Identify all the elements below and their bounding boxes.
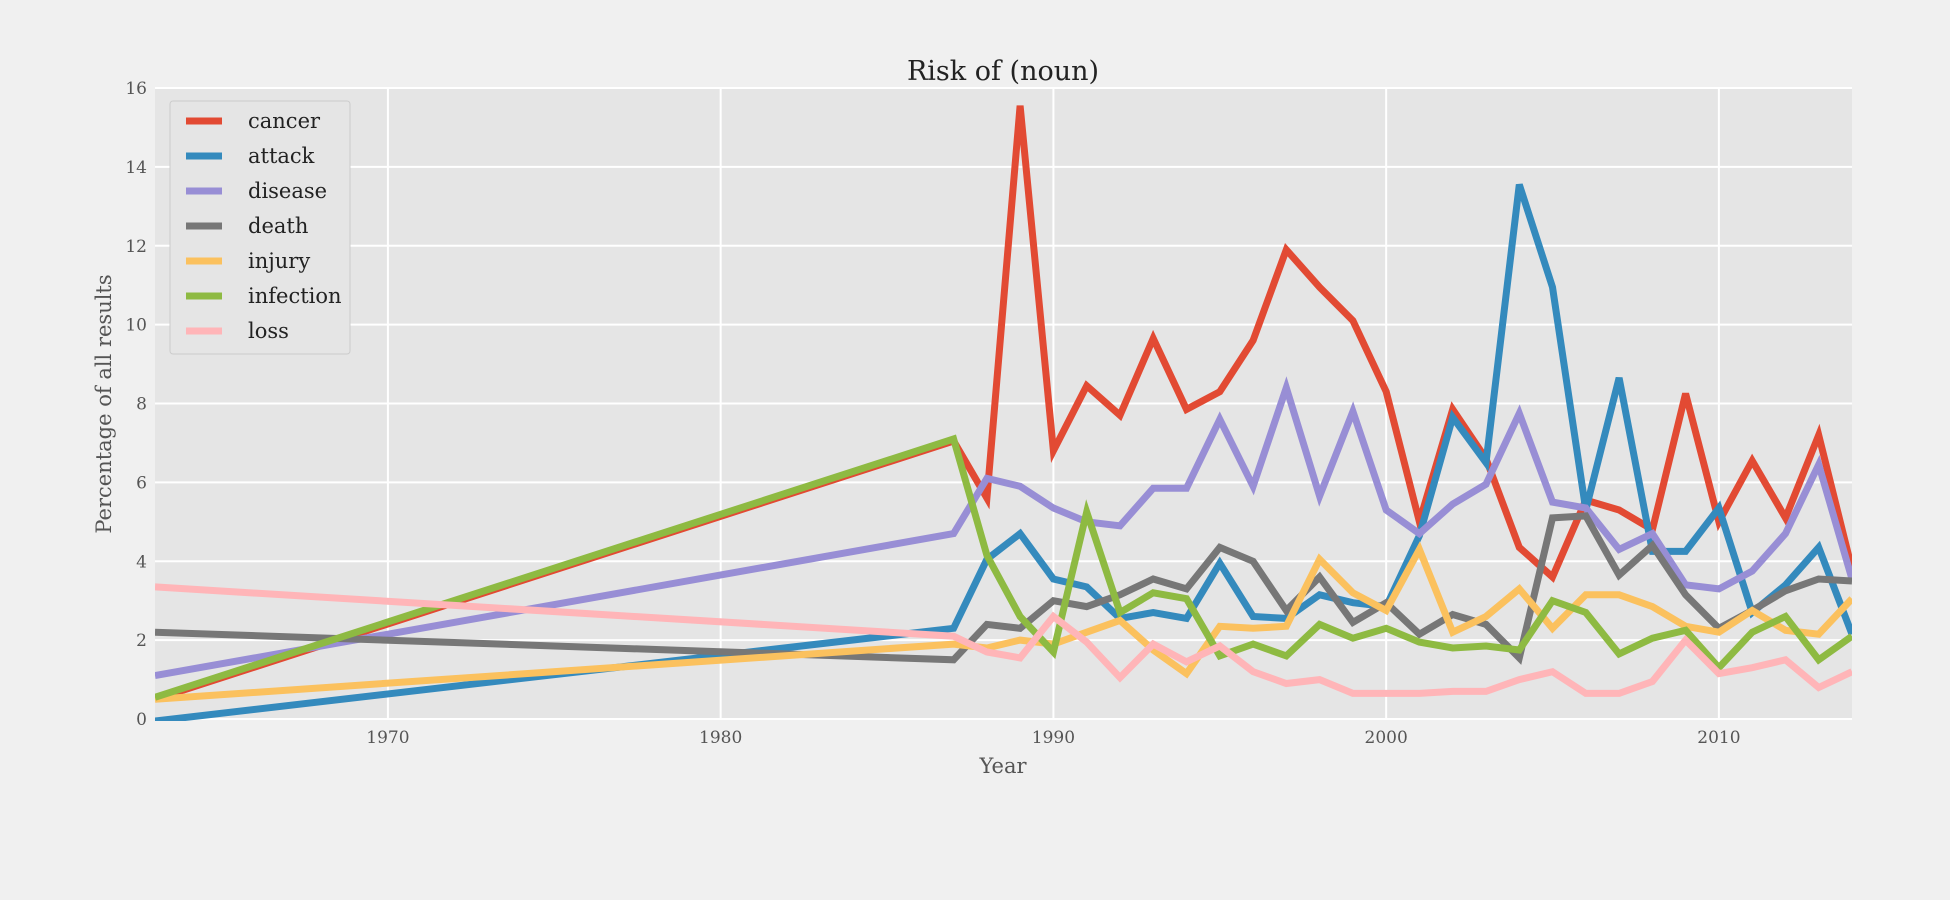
y-tick-label: 0 bbox=[136, 710, 147, 730]
y-axis-label: Percentage of all results bbox=[92, 274, 116, 533]
series-death-line bbox=[155, 512, 1852, 665]
y-axis: 0 2 4 6 8 10 12 14 16 bbox=[125, 79, 147, 730]
legend-box bbox=[169, 100, 351, 355]
series-loss-line bbox=[155, 583, 1852, 697]
series-cancer-line bbox=[155, 105, 1852, 703]
legend-label-attack: attack bbox=[248, 144, 315, 168]
chart-title: Risk of (noun) bbox=[907, 56, 1099, 87]
y-tick-label: 16 bbox=[125, 79, 147, 99]
x-tick-label: 2010 bbox=[1697, 728, 1740, 748]
y-tick-label: 12 bbox=[125, 237, 147, 257]
y-tick-label: 4 bbox=[136, 552, 147, 572]
y-tick-label: 14 bbox=[125, 158, 147, 178]
series-disease-line bbox=[155, 376, 1852, 680]
series-infection-line bbox=[155, 434, 1852, 701]
series-lines bbox=[155, 105, 1852, 721]
legend-label-infection: infection bbox=[248, 284, 342, 308]
legend-label-cancer: cancer bbox=[248, 109, 321, 133]
x-tick-label: 1980 bbox=[699, 728, 742, 748]
x-axis: 1970 1980 1990 2000 2010 bbox=[366, 728, 1740, 748]
y-tick-label: 6 bbox=[136, 473, 147, 493]
legend-label-death: death bbox=[248, 214, 308, 238]
x-tick-label: 1970 bbox=[366, 728, 409, 748]
x-tick-label: 1990 bbox=[1032, 728, 1075, 748]
legend: cancer attack disease death injury infection l… bbox=[169, 100, 351, 355]
legend-label-disease: disease bbox=[248, 179, 327, 203]
x-tick-label: 2000 bbox=[1365, 728, 1408, 748]
legend-label-loss: loss bbox=[248, 319, 289, 343]
y-tick-label: 2 bbox=[136, 631, 147, 651]
legend-label-injury: injury bbox=[248, 249, 310, 273]
y-tick-label: 8 bbox=[136, 395, 147, 415]
x-axis-label: Year bbox=[978, 754, 1027, 778]
y-tick-label: 10 bbox=[125, 316, 147, 336]
